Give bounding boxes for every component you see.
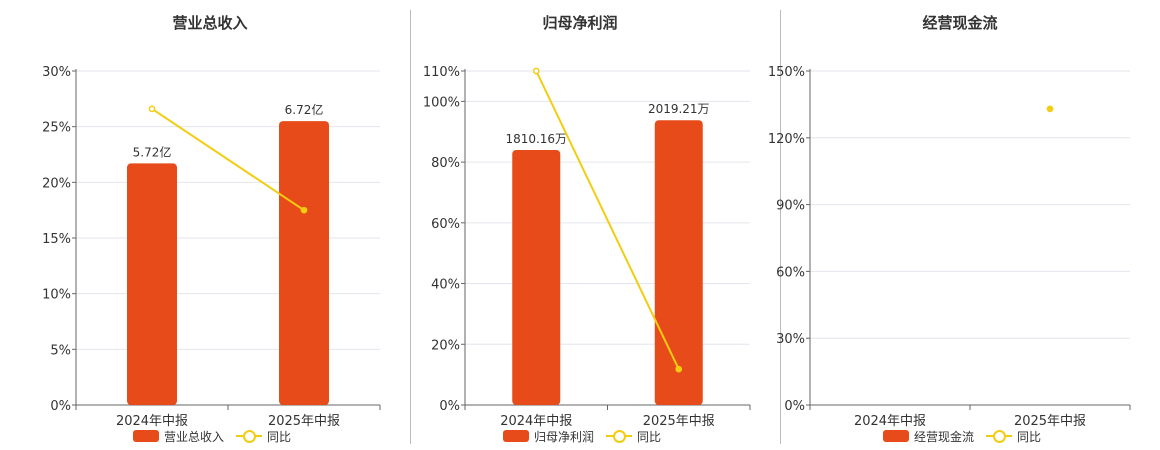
y-tick-label: 10% (42, 288, 71, 303)
x-tick-label: 2025年中报 (643, 414, 715, 429)
x-tick-label: 2024年中报 (116, 414, 188, 429)
yoy-line (151, 108, 305, 211)
bar-data-label: 2019.21万 (648, 102, 710, 116)
yoy-line (535, 70, 680, 370)
y-tick-label: 5% (50, 343, 71, 358)
x-tick-label: 2025年中报 (268, 414, 340, 429)
legend-revenue[interactable]: 营业总收入 同比 (133, 428, 291, 444)
chart-title-net-profit: 归母净利润 (542, 14, 618, 32)
legend-line-label: 同比 (1017, 429, 1042, 444)
legend-bar-label: 经营现金流 (914, 429, 975, 444)
yoy-point (300, 206, 308, 214)
y-tick-label: 30% (776, 332, 805, 347)
legend-line-label: 同比 (637, 429, 662, 444)
y-tick-label: 80% (431, 156, 460, 171)
y-tick-label: 100% (423, 95, 460, 110)
y-tick-label: 25% (42, 121, 71, 136)
bar-data-label: 1810.16万 (505, 132, 567, 146)
y-tick-label: 0% (439, 399, 460, 414)
x-tick-label: 2024年中报 (500, 414, 572, 429)
y-tick-label: 20% (42, 176, 71, 191)
legend-bar-swatch (503, 430, 529, 442)
legend-line-swatch (236, 429, 263, 443)
y-tick-label: 0% (784, 399, 805, 414)
y-tick-label: 150% (768, 65, 805, 80)
y-tick-label: 60% (431, 217, 460, 232)
y-tick-label: 15% (42, 232, 71, 247)
x-tick-label: 2025年中报 (1014, 414, 1086, 429)
y-tick-label: 90% (776, 199, 805, 214)
bar (127, 163, 177, 405)
legend-cashflow[interactable]: 经营现金流 同比 (883, 428, 1041, 444)
legend-line-swatch (986, 429, 1013, 443)
bar-data-label: 5.72亿 (133, 144, 172, 159)
yoy-point (532, 67, 540, 75)
legend-bar-label: 归母净利润 (534, 429, 595, 444)
x-tick-label: 2024年中报 (854, 414, 926, 429)
y-tick-label: 20% (431, 338, 460, 353)
legend-line-swatch (606, 429, 633, 443)
bar (654, 120, 703, 406)
panel-divider (410, 10, 411, 444)
y-tick-label: 30% (42, 65, 71, 80)
bar-data-label: 6.72亿 (285, 102, 324, 117)
legend-bar-label: 营业总收入 (164, 429, 225, 444)
legend-net-profit[interactable]: 归母净利润 同比 (503, 428, 661, 444)
yoy-point (675, 365, 683, 373)
chart-title-cashflow: 经营现金流 (922, 14, 998, 32)
legend-line-label: 同比 (267, 429, 292, 444)
bar (512, 149, 561, 405)
bar (279, 121, 329, 405)
yoy-point (148, 105, 156, 113)
yoy-point (1046, 105, 1054, 113)
legend-bar-swatch (133, 430, 159, 442)
y-tick-label: 0% (50, 399, 71, 414)
y-tick-label: 120% (768, 132, 805, 147)
y-tick-label: 110% (423, 65, 460, 80)
chart-title-revenue: 营业总收入 (172, 14, 248, 32)
y-tick-label: 60% (776, 265, 805, 280)
y-tick-label: 40% (431, 278, 460, 293)
panel-divider (780, 10, 781, 444)
legend-bar-swatch (883, 430, 909, 442)
